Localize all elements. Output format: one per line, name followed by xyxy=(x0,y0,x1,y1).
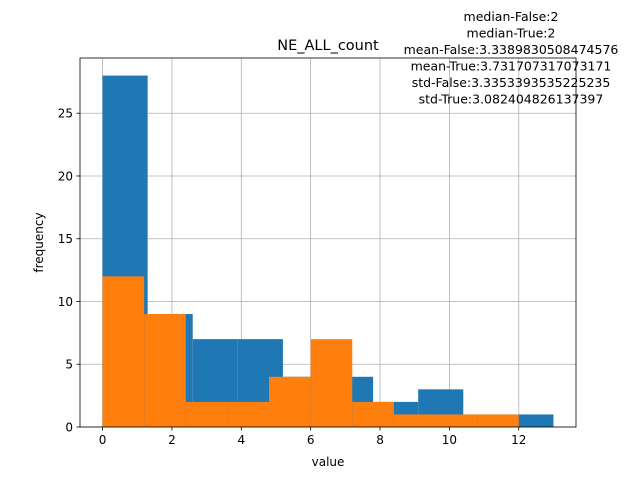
stat-median-true: median-True:2 xyxy=(467,26,556,41)
y-tick-label: 15 xyxy=(58,232,73,246)
stat-mean-true: mean-True:3.731707317073171 xyxy=(411,59,612,74)
y-tick-label: 10 xyxy=(58,295,73,309)
stats-annotation: median-False:2 median-True:2 mean-False:… xyxy=(404,9,619,107)
stat-std-false: std-False:3.3353393535225235 xyxy=(412,75,611,90)
bar-series-2 xyxy=(352,401,394,427)
bar-series-2 xyxy=(185,401,228,427)
y-tick-label: 5 xyxy=(65,358,73,372)
bar-series-2 xyxy=(393,414,436,427)
stat-median-false: median-False:2 xyxy=(464,9,559,24)
bar-series-2 xyxy=(227,401,270,427)
bar-series-1 xyxy=(508,414,554,427)
x-axis-ticks: 0 2 4 6 8 10 12 xyxy=(99,427,526,447)
x-tick-label: 2 xyxy=(168,433,176,447)
x-tick-label: 10 xyxy=(442,433,457,447)
bar-series-2 xyxy=(477,414,519,427)
stat-mean-false: mean-False:3.3389830508474576 xyxy=(404,42,619,57)
x-tick-label: 4 xyxy=(237,433,245,447)
grid xyxy=(80,58,576,428)
bar-series-2 xyxy=(310,339,353,427)
bar-series-2 xyxy=(435,414,478,427)
bar-series-2 xyxy=(269,376,311,427)
y-axis-label: frequency xyxy=(32,212,46,272)
y-tick-label: 25 xyxy=(58,107,73,121)
chart-title: NE_ALL_count xyxy=(277,38,379,54)
x-tick-label: 12 xyxy=(511,433,526,447)
x-tick-label: 0 xyxy=(99,433,107,447)
x-tick-label: 8 xyxy=(376,433,384,447)
bar-series-2 xyxy=(102,276,145,427)
x-axis-label: value xyxy=(312,455,345,469)
plot-frame xyxy=(79,57,577,428)
y-tick-label: 0 xyxy=(65,420,73,434)
y-tick-label: 20 xyxy=(58,169,73,183)
y-axis-ticks: 0 5 10 15 20 25 xyxy=(58,107,80,434)
histogram-bars xyxy=(102,75,554,428)
stat-std-true: std-True:3.082404826137397 xyxy=(419,92,604,107)
x-tick-label: 6 xyxy=(307,433,315,447)
bar-series-2 xyxy=(144,314,186,427)
